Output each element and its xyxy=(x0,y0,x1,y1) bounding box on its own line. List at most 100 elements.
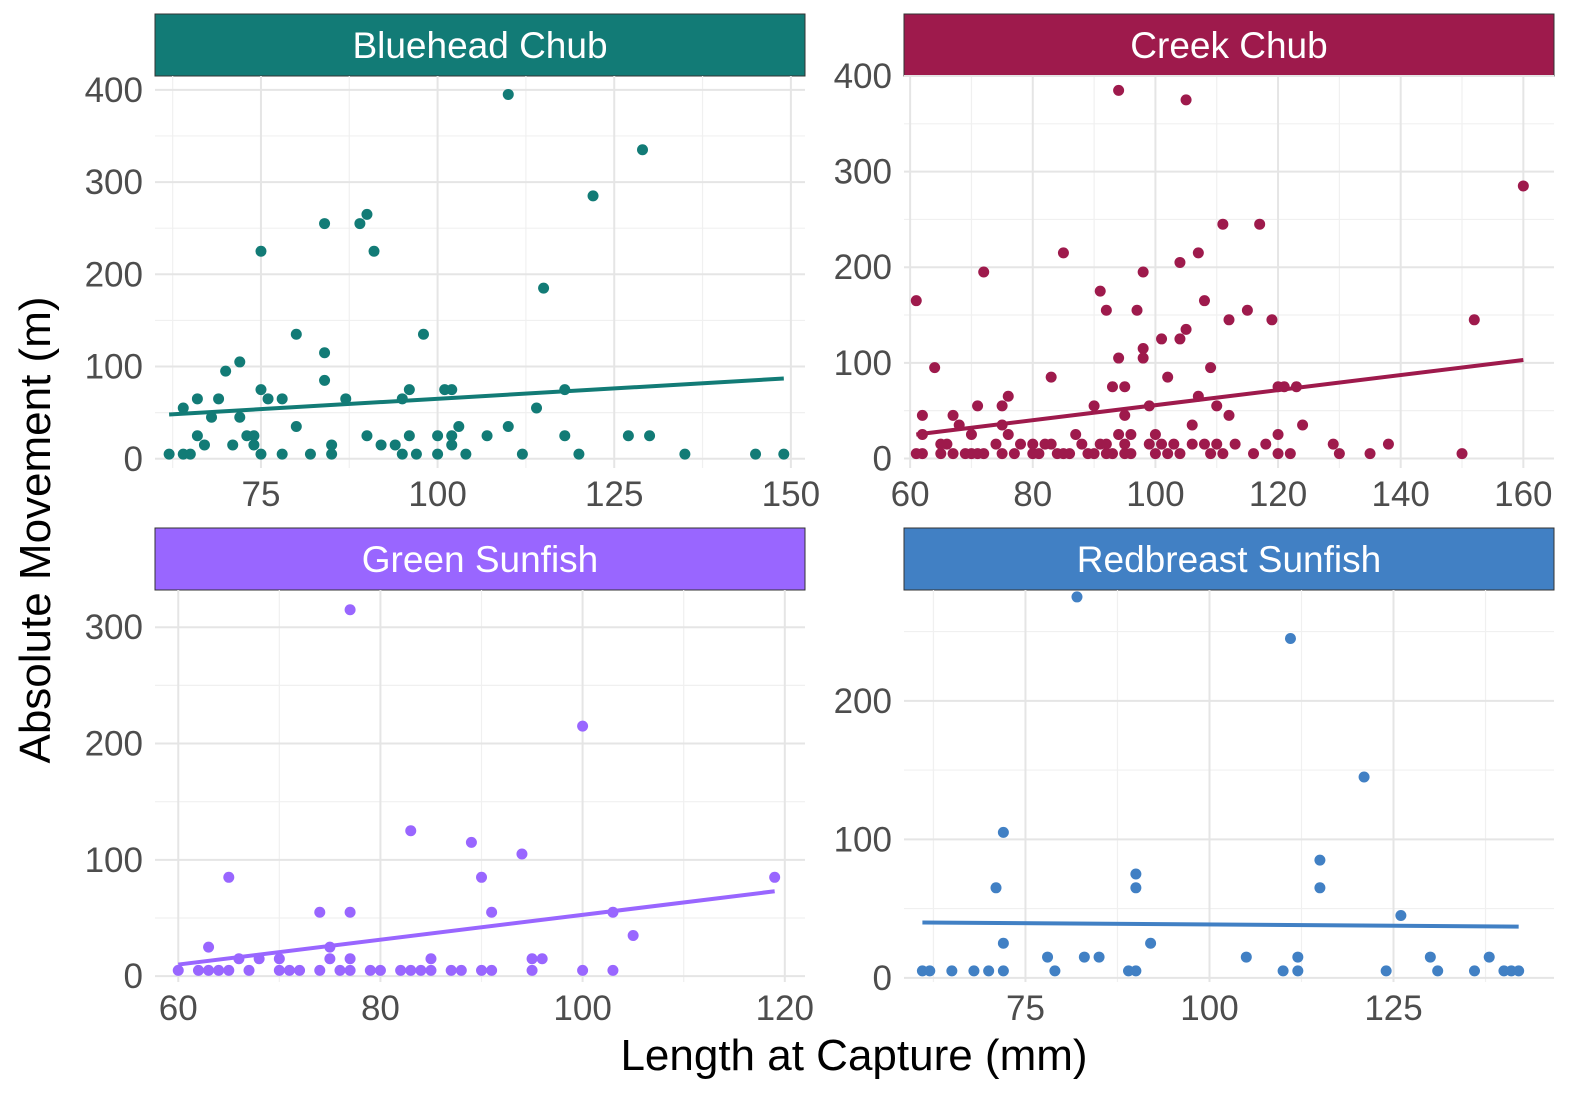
data-point xyxy=(637,144,648,156)
data-point xyxy=(1008,448,1020,460)
data-point xyxy=(997,965,1009,977)
trend-line xyxy=(922,920,1519,929)
data-point xyxy=(163,448,175,460)
data-point xyxy=(255,448,267,460)
data-point xyxy=(223,871,235,883)
data-point xyxy=(319,374,331,386)
data-point xyxy=(502,420,514,432)
data-point xyxy=(577,720,589,732)
data-point xyxy=(304,448,316,460)
data-point xyxy=(314,964,326,976)
data-point xyxy=(1260,438,1272,450)
data-point xyxy=(1042,951,1054,963)
data-point xyxy=(1119,438,1131,450)
y-tick-label: 200 xyxy=(834,682,892,721)
x-tick-label: 125 xyxy=(1364,989,1422,1028)
data-point xyxy=(1125,429,1137,441)
data-point xyxy=(1292,951,1304,963)
data-point xyxy=(465,836,477,848)
data-point xyxy=(1272,429,1284,441)
data-point xyxy=(1125,448,1137,460)
data-point xyxy=(1333,448,1345,460)
data-point xyxy=(1174,448,1186,460)
data-point xyxy=(234,411,246,423)
data-point xyxy=(1483,951,1495,963)
data-point xyxy=(1192,247,1204,259)
data-point xyxy=(445,964,457,976)
facet-strip-title: Creek Chub xyxy=(1130,25,1327,66)
data-point xyxy=(947,448,959,460)
data-point xyxy=(1070,429,1082,441)
data-point xyxy=(184,448,196,460)
data-point xyxy=(1284,448,1296,460)
data-point xyxy=(410,448,422,460)
data-point xyxy=(1149,429,1161,441)
data-point xyxy=(1277,965,1289,977)
data-point xyxy=(1094,285,1106,297)
data-point xyxy=(403,430,415,442)
data-point xyxy=(417,328,429,340)
data-point xyxy=(1327,438,1339,450)
data-point xyxy=(644,430,656,442)
data-point xyxy=(1254,218,1266,230)
data-point xyxy=(374,964,386,976)
data-point xyxy=(996,448,1008,460)
data-point xyxy=(965,429,977,441)
data-point xyxy=(1174,256,1186,268)
data-point xyxy=(968,965,980,977)
data-point xyxy=(1137,342,1149,354)
y-tick-label: 200 xyxy=(834,248,892,287)
data-point xyxy=(1241,304,1253,316)
data-point xyxy=(1113,429,1125,441)
data-point xyxy=(1248,448,1260,460)
data-point xyxy=(319,347,331,359)
data-point xyxy=(1180,94,1192,106)
data-point xyxy=(361,208,373,220)
data-point xyxy=(192,964,204,976)
data-point xyxy=(203,941,215,953)
data-point xyxy=(243,964,255,976)
data-point xyxy=(248,430,260,442)
data-point xyxy=(191,430,203,442)
data-point xyxy=(1071,591,1083,603)
data-point xyxy=(453,420,465,432)
data-point xyxy=(361,430,373,442)
facet-panel: Green Sunfish 60 80 100 120 0 100 200 300 xyxy=(85,527,814,1028)
data-point xyxy=(627,929,639,941)
data-point xyxy=(1240,951,1252,963)
data-point xyxy=(526,953,538,965)
data-point xyxy=(1076,438,1088,450)
data-point xyxy=(486,964,498,976)
data-point xyxy=(1156,333,1168,345)
data-point xyxy=(502,88,514,100)
data-point xyxy=(1156,438,1168,450)
data-point xyxy=(750,448,762,460)
data-point xyxy=(425,964,437,976)
data-point xyxy=(1284,632,1296,644)
x-tick-label: 80 xyxy=(1013,475,1052,514)
y-tick-label: 100 xyxy=(85,841,143,880)
data-point xyxy=(415,964,427,976)
data-point xyxy=(206,411,218,423)
data-point xyxy=(1045,371,1057,383)
y-tick-label: 0 xyxy=(124,440,143,479)
facet-panel: Creek Chub 60 80 100 120 140 160 0 100 200 300 400 xyxy=(834,13,1555,514)
data-point xyxy=(1266,314,1278,326)
data-point xyxy=(559,430,571,442)
x-tick-label: 150 xyxy=(762,475,820,514)
data-point xyxy=(262,393,274,405)
y-tick-label: 400 xyxy=(834,57,892,96)
data-point xyxy=(1174,333,1186,345)
data-point xyxy=(1468,314,1480,326)
data-point xyxy=(364,964,376,976)
data-point xyxy=(276,393,288,405)
data-point xyxy=(1137,266,1149,278)
y-axis-title: Absolute Movement (m) xyxy=(11,296,60,763)
data-point xyxy=(916,409,928,421)
y-tick-label: 400 xyxy=(85,71,143,110)
data-point xyxy=(1088,448,1100,460)
data-point xyxy=(1130,882,1142,894)
data-point xyxy=(283,964,295,976)
data-point xyxy=(1002,390,1014,402)
